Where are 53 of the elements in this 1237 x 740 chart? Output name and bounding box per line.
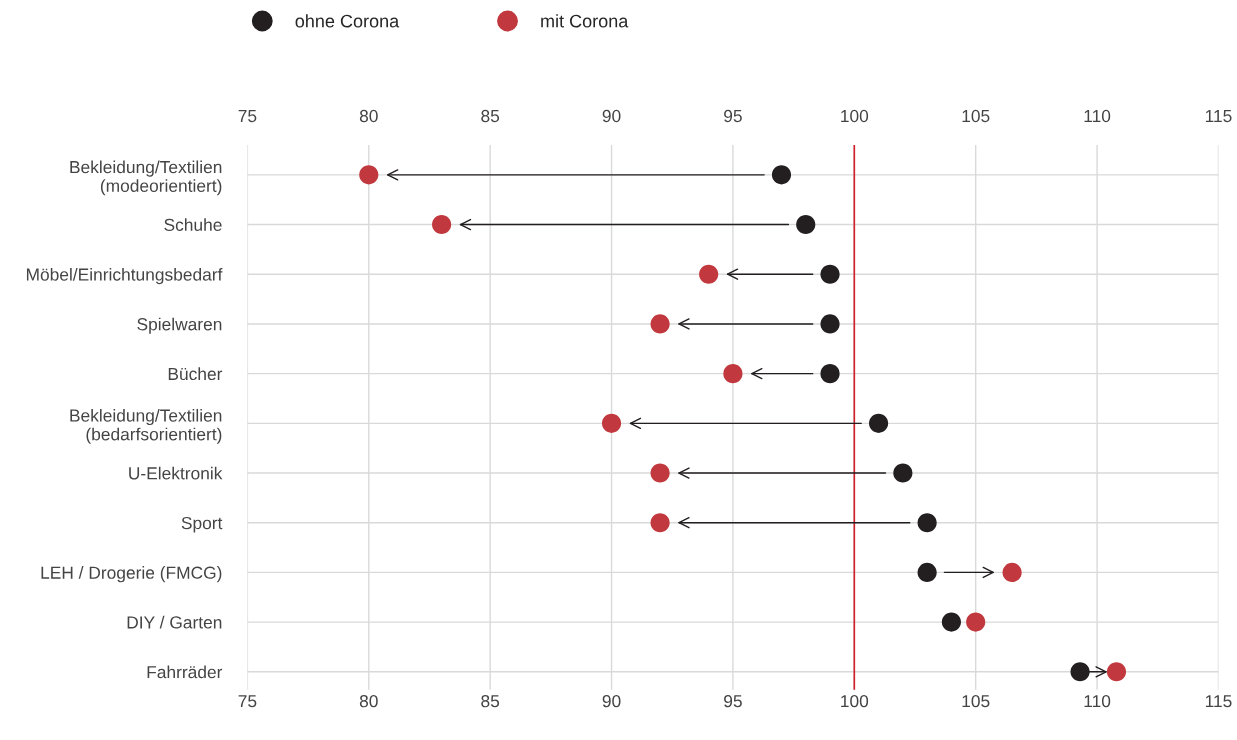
x-tick-label: 110 — [1084, 695, 1111, 708]
y-tick-label: Bekleidung/Textilien (bedarfsorientiert) — [70, 408, 222, 444]
point — [432, 214, 452, 235]
point — [820, 364, 840, 384]
point — [601, 413, 622, 433]
point — [820, 264, 840, 284]
point — [699, 264, 719, 284]
y-tick-label: DIY / Garten — [127, 615, 222, 629]
point — [1070, 662, 1090, 682]
x2-tick-label: 105 — [962, 109, 990, 123]
x-tick-label: 90 — [602, 695, 621, 708]
point — [796, 214, 816, 235]
x-tick-label: 85 — [481, 695, 500, 708]
point — [650, 314, 670, 334]
point — [917, 562, 937, 582]
x-tick-label: 80 — [359, 695, 378, 708]
point — [917, 513, 937, 533]
point — [723, 364, 743, 384]
point — [771, 165, 792, 185]
point — [650, 513, 670, 533]
x-tick-label: 115 — [1205, 695, 1232, 708]
x-tick-label: 95 — [724, 695, 742, 708]
y-tick-label: Möbel/Einrichtungsbedarf — [26, 267, 223, 285]
point — [869, 413, 889, 433]
y-tick-label: LEH / Drogerie (FMCG) — [41, 566, 222, 583]
y-tick-label: Bekleidung/Textilien (modeorientiert) — [70, 160, 222, 196]
x2-tick-label: 80 — [359, 109, 378, 123]
y-tick-label: Fahrräder — [147, 665, 223, 679]
point — [966, 612, 986, 632]
point — [941, 612, 961, 632]
legend-label: ohne Corona — [295, 14, 400, 28]
x2-tick-label: 100 — [841, 109, 869, 123]
x2-tick-label: 115 — [1205, 110, 1232, 123]
x2-tick-label: 90 — [602, 109, 621, 123]
point — [359, 165, 379, 185]
x-tick-label: 105 — [962, 695, 990, 708]
x2-tick-label: 110 — [1084, 109, 1111, 123]
point — [820, 314, 840, 334]
x2-tick-label: 95 — [724, 109, 742, 123]
point — [1002, 562, 1022, 582]
y-tick-label: U-Elektronik — [129, 466, 223, 480]
x2-tick-label: 75 — [238, 110, 257, 123]
legend-label: mit Corona — [541, 14, 629, 28]
point — [1106, 662, 1127, 682]
y-tick-label: Sport — [181, 516, 223, 533]
x-tick-label: 100 — [841, 695, 869, 708]
x2-tick-label: 85 — [481, 109, 500, 123]
point — [650, 463, 670, 483]
y-tick-label: Bücher — [168, 367, 223, 381]
x-tick-label: 75 — [238, 695, 257, 708]
point — [893, 463, 913, 483]
y-tick-label: Spielwaren — [137, 317, 222, 334]
y-tick-label: Schuhe — [164, 218, 222, 232]
